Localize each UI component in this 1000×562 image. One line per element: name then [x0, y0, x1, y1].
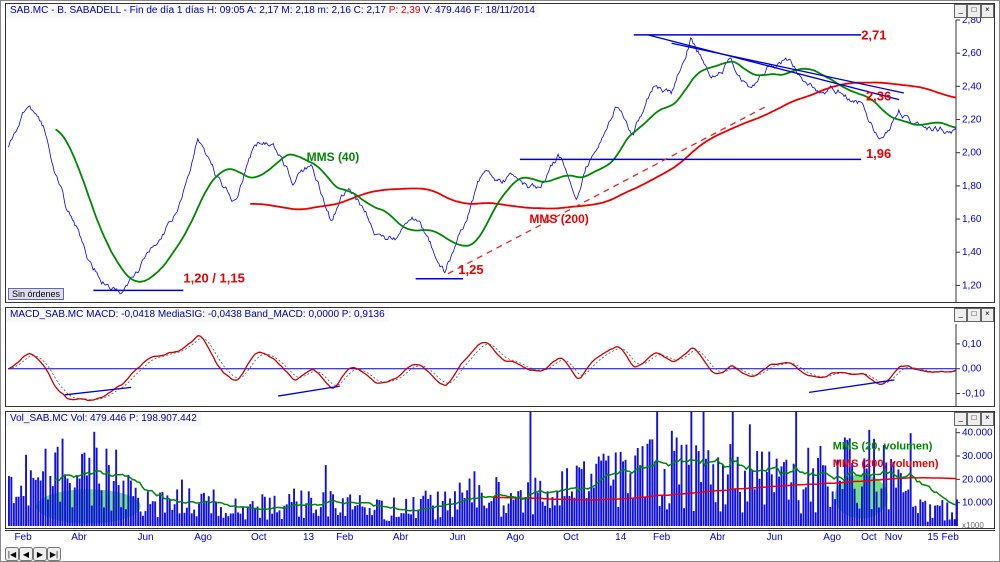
svg-text:MMS (200, volumen): MMS (200, volumen) [833, 458, 939, 470]
maximize-icon[interactable]: □ [967, 412, 980, 426]
time-tick: Abr [393, 532, 409, 543]
svg-text:0,10: 0,10 [962, 339, 982, 350]
maximize-icon[interactable]: □ [967, 4, 980, 18]
time-tick: Nov [885, 532, 903, 543]
svg-text:1,40: 1,40 [962, 247, 982, 258]
svg-text:1,80: 1,80 [962, 181, 982, 192]
time-tick: Feb [14, 532, 31, 543]
price-header-p: P: 2,39 [389, 5, 421, 16]
time-tick: 15 [927, 532, 938, 543]
macd-panel-controls[interactable]: _ □ × [954, 308, 994, 322]
svg-text:x1000: x1000 [962, 521, 984, 530]
svg-text:30.000: 30.000 [962, 451, 993, 462]
price-panel-controls[interactable]: _ □ × [954, 4, 994, 18]
price-panel-title: SAB.MC - B. SABADELL - Fin de día 1 días… [6, 4, 539, 18]
close-icon[interactable]: × [981, 4, 994, 18]
nav-prev-button[interactable]: ◀ [19, 547, 33, 561]
time-tick: Jun [767, 532, 783, 543]
time-tick: Oct [861, 532, 877, 543]
svg-text:1,25: 1,25 [458, 262, 483, 277]
macd-panel: MACD_SAB.MC MACD: -0,0418 MediaSIG: -0,0… [5, 307, 995, 407]
time-tick: Ago [823, 532, 841, 543]
svg-text:-0,10: -0,10 [962, 389, 985, 400]
svg-text:0,00: 0,00 [962, 364, 982, 375]
maximize-icon[interactable]: □ [967, 308, 980, 322]
chart-workspace: SAB.MC - B. SABADELL - Fin de día 1 días… [0, 0, 1000, 562]
time-tick: Jun [137, 532, 153, 543]
nav-controls[interactable]: |◀ ◀ ▶ ▶| [5, 547, 61, 561]
svg-text:2,71: 2,71 [861, 28, 886, 43]
time-tick: Oct [251, 532, 267, 543]
volume-chart-svg: 10.000 20.000 30.000 40.000 x1000 MMS (20, vo… [6, 412, 998, 530]
time-tick: Feb [336, 532, 353, 543]
volume-panel-controls[interactable]: _ □ × [954, 412, 994, 426]
time-tick: Abr [710, 532, 726, 543]
nav-next-button[interactable]: ▶ [33, 547, 47, 561]
minimize-icon[interactable]: _ [954, 412, 967, 426]
time-tick: Ago [506, 532, 524, 543]
time-axis: Feb Abr Jun Ago Oct 13 Feb Abr Jun Ago Oct 14 Feb Abr… [5, 530, 995, 547]
macd-chart-svg: -0,10 0,00 0,10 [6, 308, 998, 408]
minimize-icon[interactable]: _ [954, 308, 967, 322]
time-tick: Ago [194, 532, 212, 543]
svg-text:2,60: 2,60 [962, 48, 982, 59]
svg-text:2,40: 2,40 [962, 81, 982, 92]
minimize-icon[interactable]: _ [954, 4, 967, 18]
svg-text:20.000: 20.000 [962, 474, 993, 485]
nav-first-button[interactable]: |◀ [5, 547, 19, 561]
time-tick: Feb [942, 532, 959, 543]
svg-text:1,60: 1,60 [962, 214, 982, 225]
nav-last-button[interactable]: ▶| [47, 547, 61, 561]
svg-text:1,96: 1,96 [866, 146, 891, 161]
macd-panel-title: MACD_SAB.MC MACD: -0,0418 MediaSIG: -0,0… [6, 308, 389, 322]
svg-text:MMS (40): MMS (40) [307, 150, 360, 164]
orders-status-button[interactable]: Sin órdenes [8, 288, 64, 300]
price-panel: SAB.MC - B. SABADELL - Fin de día 1 días… [5, 3, 995, 303]
time-tick: Oct [563, 532, 579, 543]
time-tick: Jun [450, 532, 466, 543]
volume-panel-title: Vol_SAB.MC Vol: 479.446 P: 198.907.442 [6, 412, 201, 426]
svg-text:2,36: 2,36 [866, 88, 891, 103]
time-tick: 14 [615, 532, 626, 543]
volume-panel: Vol_SAB.MC Vol: 479.446 P: 198.907.442 _… [5, 411, 995, 529]
price-header-prefix: SAB.MC - B. SABADELL - Fin de día 1 días… [10, 5, 389, 16]
svg-text:1,20: 1,20 [962, 280, 982, 291]
svg-text:10.000: 10.000 [962, 498, 993, 509]
svg-text:2,20: 2,20 [962, 115, 982, 126]
time-tick: 13 [303, 532, 314, 543]
svg-text:1,20 / 1,15: 1,20 / 1,15 [183, 270, 244, 285]
svg-text:MMS (20, volumen): MMS (20, volumen) [833, 441, 933, 453]
close-icon[interactable]: × [981, 412, 994, 426]
time-tick: Abr [71, 532, 87, 543]
close-icon[interactable]: × [981, 308, 994, 322]
svg-text:40.000: 40.000 [962, 428, 993, 439]
price-header-suffix: V: 479.446 F: 18/11/2014 [423, 5, 535, 16]
price-chart-svg: 1,201,401,601,802,002,202,402,602,802,71… [6, 4, 998, 304]
time-tick: Feb [653, 532, 670, 543]
svg-text:MMS (200): MMS (200) [529, 212, 588, 226]
svg-text:2,00: 2,00 [962, 148, 982, 159]
